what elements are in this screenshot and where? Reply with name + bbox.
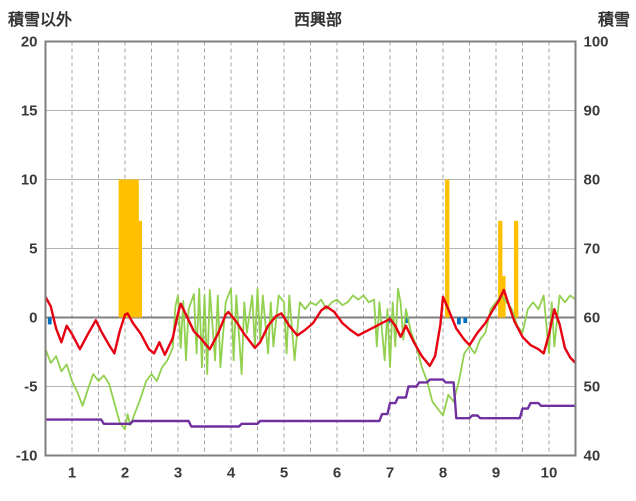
- right-axis-tick-label: 40: [584, 448, 601, 465]
- series-purple-line: [45, 378, 576, 428]
- series-group: [45, 179, 576, 431]
- right-axis-tick-label: 100: [584, 34, 609, 51]
- plot-border: [44, 40, 577, 457]
- x-axis-tick-label: 1: [68, 465, 76, 482]
- left-axis-tick-label: 5: [29, 241, 37, 258]
- x-axis-tick-label: 3: [174, 465, 182, 482]
- right-axis-tick-label: 50: [584, 379, 601, 396]
- right-axis-title: 積雪: [597, 12, 630, 29]
- right-axis-tick-label: 70: [584, 241, 601, 258]
- left-axis-tick-label: -10: [16, 448, 38, 465]
- left-axis-tick-label: -5: [24, 379, 37, 396]
- right-axis-tick-label: 60: [584, 310, 601, 327]
- right-axis-tick-label: 80: [584, 172, 601, 189]
- x-axis-tick-label: 6: [333, 465, 341, 482]
- left-axis-tick-label: 10: [21, 172, 38, 189]
- left-axis-tick-label: 15: [21, 103, 38, 120]
- left-axis-tick-label: 0: [29, 310, 37, 327]
- right-axis-tick-label: 90: [584, 103, 601, 120]
- left-axis-title: 積雪以外: [8, 12, 73, 29]
- series-precipitation-bars: [118, 179, 519, 318]
- series-green-line: [45, 287, 576, 431]
- x-axis-tick-label: 8: [439, 465, 447, 482]
- left-axis-tick-label: 20: [21, 34, 38, 51]
- chart-title: 西興部: [293, 12, 342, 29]
- x-axis-tick-label: 4: [227, 465, 236, 482]
- x-axis-tick-label: 2: [121, 465, 129, 482]
- x-axis-tick-label: 5: [280, 465, 288, 482]
- x-axis-tick-label: 9: [492, 465, 500, 482]
- series-red-line: [45, 288, 576, 367]
- x-axis-tick-label: 10: [541, 465, 558, 482]
- x-axis-tick-label: 7: [386, 465, 394, 482]
